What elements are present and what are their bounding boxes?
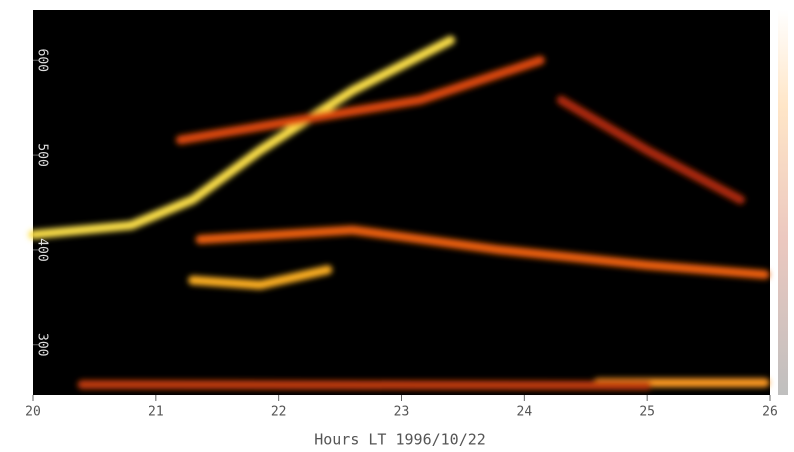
x-tick-label: 20 [25,405,41,420]
echo-trace [28,35,456,240]
echo-trace [188,265,333,290]
x-tick-label: 21 [148,405,164,420]
echo-trace [556,95,745,205]
echo-trace [195,225,770,280]
y-tick-label: 600 [35,49,50,72]
x-axis-label: Hours LT 1996/10/22 [314,431,486,449]
x-tick-label: 22 [271,405,287,420]
x-tick-label: 26 [762,405,778,420]
echo-trace [175,55,545,145]
color-bar [778,10,788,395]
echo-layer [28,35,770,390]
y-tick-label: 400 [35,238,50,261]
plot-area [33,10,770,395]
y-tick-label: 500 [35,143,50,166]
echo-trace [77,380,652,390]
x-tick-label: 23 [394,405,410,420]
x-tick-label: 24 [517,405,533,420]
x-tick-label: 25 [639,405,655,420]
y-tick-label: 300 [35,333,50,356]
